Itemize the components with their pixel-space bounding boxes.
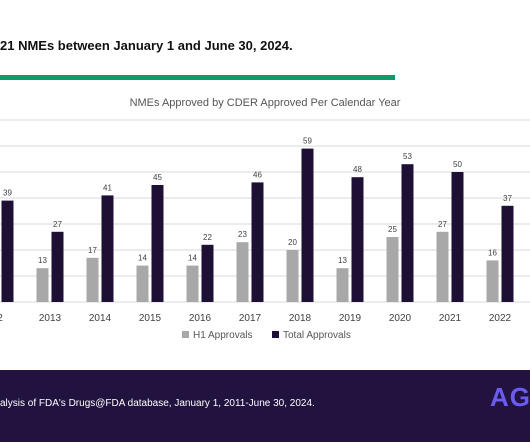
data-label: 53: [403, 152, 412, 161]
bar-total-approvals: [301, 148, 314, 302]
data-label: 14: [188, 254, 197, 263]
data-label: 46: [253, 170, 262, 179]
bar-h1-approvals: [136, 265, 149, 302]
data-label: 23: [238, 230, 247, 239]
legend-label: H1 Approvals: [193, 330, 252, 341]
bar-total-approvals: [351, 177, 364, 302]
bar-total-approvals: [401, 164, 414, 302]
data-label: 27: [53, 220, 62, 229]
x-tick-label: 2018: [289, 313, 312, 324]
data-label: 20: [288, 238, 297, 247]
x-tick-label: 2019: [339, 313, 362, 324]
bar-h1-approvals: [436, 231, 449, 302]
bar-total-approvals: [251, 182, 264, 302]
bar-total-approvals: [51, 231, 64, 302]
bar-total-approvals: [1, 200, 14, 302]
data-label: 45: [153, 173, 162, 182]
data-label: 13: [338, 256, 347, 265]
x-tick-label: 2021: [439, 313, 462, 324]
bar-h1-approvals: [486, 260, 499, 302]
legend-swatch: [272, 331, 279, 338]
bar-h1-approvals: [86, 257, 99, 302]
bar-h1-approvals: [336, 268, 349, 302]
data-label: 25: [388, 225, 397, 234]
data-label: 39: [3, 189, 12, 198]
accent-divider: [0, 75, 395, 80]
bar-total-approvals: [501, 205, 514, 302]
footer-band: alysis of FDA's Drugs@FDA database, Janu…: [0, 370, 530, 442]
x-tick-label: 2022: [489, 313, 512, 324]
legend-label: Total Approvals: [283, 330, 351, 341]
data-label: 59: [303, 137, 312, 146]
x-tick-label: 2013: [39, 313, 62, 324]
data-label: 14: [138, 254, 147, 263]
x-tick-label: 2016: [189, 313, 212, 324]
data-label: 48: [353, 165, 362, 174]
footer-source-note: alysis of FDA's Drugs@FDA database, Janu…: [0, 398, 315, 409]
bar-h1-approvals: [236, 242, 249, 302]
bar-h1-approvals: [186, 265, 199, 302]
data-label: 27: [438, 220, 447, 229]
legend-swatch: [182, 331, 189, 338]
bar-h1-approvals: [36, 268, 49, 302]
x-tick-label: 2: [0, 313, 3, 324]
data-label: 37: [503, 194, 512, 203]
bar-h1-approvals: [386, 237, 399, 302]
bar-total-approvals: [101, 195, 114, 302]
chart-title: NMEs Approved by CDER Approved Per Calen…: [130, 97, 401, 109]
bar-total-approvals: [201, 244, 214, 302]
bar-h1-approvals: [286, 250, 299, 302]
bar-total-approvals: [151, 185, 164, 302]
data-label: 50: [453, 160, 462, 169]
data-label: 17: [88, 246, 97, 255]
x-tick-label: 2014: [89, 313, 112, 324]
data-label: 41: [103, 183, 112, 192]
x-tick-label: 2020: [389, 313, 412, 324]
data-label: 16: [488, 248, 497, 257]
data-label: 13: [38, 256, 47, 265]
data-label: 22: [203, 233, 212, 242]
x-tick-label: 2017: [239, 313, 262, 324]
bar-total-approvals: [451, 172, 464, 302]
nme-bar-chart: NMEs Approved by CDER Approved Per Calen…: [0, 97, 530, 341]
x-tick-label: 2015: [139, 313, 162, 324]
footer-logo: AG: [490, 382, 530, 412]
page-headline: 21 NMEs between January 1 and June 30, 2…: [0, 38, 293, 53]
